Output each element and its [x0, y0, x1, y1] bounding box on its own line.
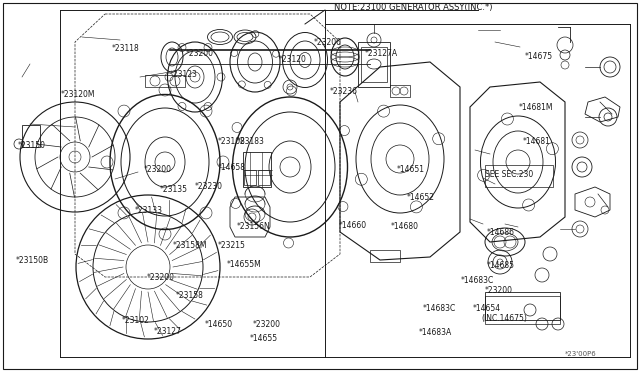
Text: *23156N: *23156N: [237, 222, 271, 231]
Bar: [370, 250, 400, 262]
Text: *23230: *23230: [195, 182, 223, 190]
Text: *23135: *23135: [160, 185, 188, 194]
Text: *23127A: *23127A: [365, 49, 398, 58]
Text: *14654: *14654: [472, 304, 500, 313]
Bar: [485, 296, 560, 324]
Text: *14660: *14660: [339, 221, 367, 230]
Text: *14681: *14681: [523, 137, 551, 146]
Bar: [243, 152, 271, 187]
Bar: [358, 42, 390, 87]
Text: *14655M: *14655M: [227, 260, 262, 269]
Text: *23102: *23102: [122, 316, 150, 325]
Text: *14652: *14652: [406, 193, 435, 202]
Text: *14683A: *14683A: [419, 328, 452, 337]
Text: *23200: *23200: [147, 273, 175, 282]
Text: *23200: *23200: [186, 49, 214, 58]
Text: *14683C: *14683C: [461, 276, 494, 285]
Text: *14680: *14680: [390, 222, 419, 231]
Text: *14655: *14655: [250, 334, 278, 343]
Text: *23108: *23108: [218, 137, 246, 146]
Text: *23183: *23183: [237, 137, 265, 146]
Text: *14686: *14686: [486, 228, 515, 237]
Bar: [485, 292, 560, 320]
Text: *23133: *23133: [134, 206, 163, 215]
Text: *14683C: *14683C: [422, 304, 456, 313]
Text: *14658: *14658: [218, 163, 246, 172]
Text: *14685: *14685: [486, 262, 515, 270]
Bar: [361, 47, 387, 82]
Bar: [244, 170, 256, 185]
Text: *23118: *23118: [112, 44, 140, 53]
Text: *23236: *23236: [330, 87, 358, 96]
Text: *23120M: *23120M: [61, 90, 95, 99]
Text: *23120: *23120: [278, 55, 307, 64]
Text: *23200: *23200: [144, 165, 172, 174]
Text: *14651: *14651: [397, 165, 425, 174]
Bar: [145, 75, 185, 87]
Text: *23200: *23200: [484, 286, 513, 295]
Bar: [485, 165, 553, 187]
Bar: [390, 85, 410, 97]
Text: *23150B: *23150B: [16, 256, 49, 265]
Bar: [22, 125, 40, 147]
Text: NOTE:23100 GENERATOR ASSY(INC.*): NOTE:23100 GENERATOR ASSY(INC.*): [334, 3, 493, 12]
Text: SEE SEC.230: SEE SEC.230: [485, 170, 533, 179]
Text: *23127: *23127: [154, 327, 182, 336]
Text: *23123: *23123: [170, 70, 198, 79]
Text: *23158: *23158: [176, 291, 204, 300]
Text: (INC.14675): (INC.14675): [481, 314, 527, 323]
Text: *23150: *23150: [17, 141, 45, 150]
Text: *23200: *23200: [253, 320, 281, 329]
Text: *23158M: *23158M: [173, 241, 207, 250]
Bar: [258, 170, 270, 185]
Text: *23215: *23215: [218, 241, 246, 250]
Text: *23200: *23200: [314, 38, 342, 47]
Text: *14650: *14650: [205, 320, 233, 329]
Text: *14675: *14675: [525, 52, 553, 61]
Text: *14681M: *14681M: [518, 103, 553, 112]
Text: *23'00P6: *23'00P6: [565, 351, 596, 357]
